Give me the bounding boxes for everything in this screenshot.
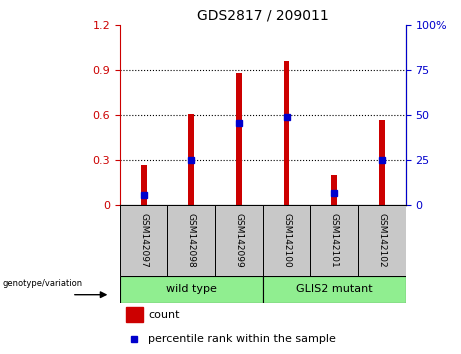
Bar — [236, 73, 242, 205]
Text: GLIS2 mutant: GLIS2 mutant — [296, 284, 372, 295]
Text: GSM142101: GSM142101 — [330, 213, 339, 268]
Bar — [284, 61, 290, 205]
Bar — [120, 205, 167, 276]
Text: wild type: wild type — [166, 284, 217, 295]
Text: GSM142100: GSM142100 — [282, 213, 291, 268]
Text: percentile rank within the sample: percentile rank within the sample — [148, 333, 337, 344]
Bar — [120, 276, 263, 303]
Bar — [215, 205, 263, 276]
Bar — [331, 175, 337, 205]
Title: GDS2817 / 209011: GDS2817 / 209011 — [197, 8, 329, 22]
Bar — [358, 205, 406, 276]
Text: genotype/variation: genotype/variation — [2, 279, 83, 288]
Bar — [141, 165, 147, 205]
Bar — [125, 307, 143, 322]
Text: count: count — [148, 310, 180, 320]
Bar — [189, 114, 194, 205]
Bar — [263, 205, 310, 276]
Text: GSM142099: GSM142099 — [235, 213, 243, 268]
Bar — [379, 120, 385, 205]
Bar — [263, 276, 406, 303]
Bar — [310, 205, 358, 276]
Bar — [167, 205, 215, 276]
Text: GSM142102: GSM142102 — [378, 213, 386, 268]
Text: GSM142097: GSM142097 — [139, 213, 148, 268]
Text: GSM142098: GSM142098 — [187, 213, 196, 268]
